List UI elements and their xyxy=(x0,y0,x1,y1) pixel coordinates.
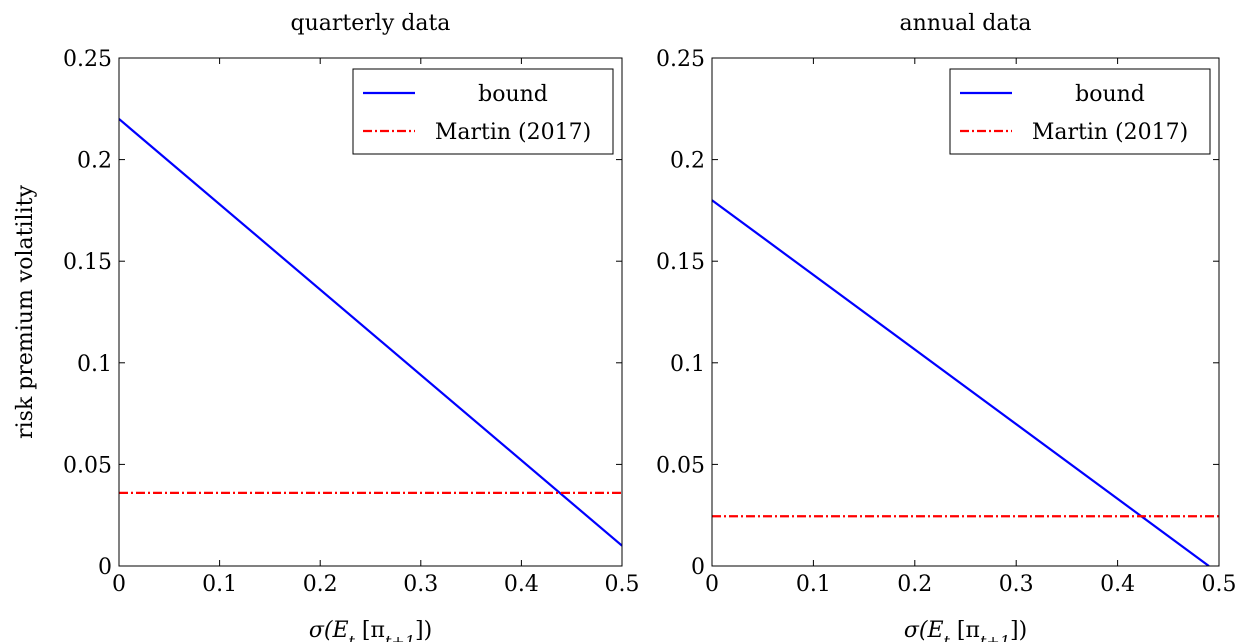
x-tick-label: 0.5 xyxy=(1202,572,1237,597)
legend: bound Martin (2017) xyxy=(949,68,1211,155)
x-tick-label: 0.1 xyxy=(202,572,237,597)
x-tick-label: 0 xyxy=(112,572,126,597)
axes-frame xyxy=(711,57,1220,567)
y-tick-label: 0.1 xyxy=(670,352,705,377)
x-tick-label: 0.2 xyxy=(897,572,932,597)
legend-label: bound xyxy=(478,82,548,107)
x-tick-label: 0.2 xyxy=(303,572,338,597)
legend-label: Martin (2017) xyxy=(1032,120,1188,145)
y-tick-label: 0.2 xyxy=(77,149,112,174)
y-tick-label: 0.25 xyxy=(63,47,112,72)
chart-title: annual data xyxy=(900,11,1032,36)
series-line-bound xyxy=(119,118,622,547)
y-axis-label: risk premium volatility xyxy=(13,185,38,439)
y-tick-label: 0.05 xyxy=(63,453,112,478)
legend-label: bound xyxy=(1075,82,1145,107)
x-tick-label: 0.5 xyxy=(605,572,640,597)
x-axis-label: σ(Et [πt+1]) xyxy=(904,618,1027,642)
y-tick-label: 0.05 xyxy=(656,453,705,478)
x-tick-label: 0.3 xyxy=(999,572,1034,597)
y-tick-label: 0.25 xyxy=(656,47,705,72)
chart-title: quarterly data xyxy=(291,11,451,36)
chart-panel-1: quarterly data 0 0.1 0.2 0.3 0.4 0.5 0 0.05 0.1 0.… xyxy=(13,11,640,642)
legend: bound Martin (2017) xyxy=(352,68,614,155)
x-tick-label: 0.3 xyxy=(403,572,438,597)
y-tick-label: 0.15 xyxy=(63,250,112,275)
legend-box xyxy=(352,68,614,155)
y-tick-label: 0.1 xyxy=(77,352,112,377)
legend-label: Martin (2017) xyxy=(435,120,591,145)
x-tick-label: 0 xyxy=(705,572,719,597)
y-tick-label: 0.15 xyxy=(656,250,705,275)
y-tick-label: 0.2 xyxy=(670,149,705,174)
x-tick-label: 0.4 xyxy=(504,572,539,597)
x-tick-label: 0.1 xyxy=(796,572,831,597)
y-tick-label: 0 xyxy=(691,555,705,580)
y-tick-label: 0 xyxy=(98,555,112,580)
x-tick-label: 0.4 xyxy=(1100,572,1135,597)
legend-box xyxy=(949,68,1211,155)
series-line-bound xyxy=(712,199,1210,566)
axes-frame xyxy=(118,57,623,567)
chart-panel-2: annual data 0 0.1 0.2 0.3 0.4 0.5 0 0.05 0.1 0.15 0… xyxy=(656,11,1236,642)
x-axis-label: σ(Et [πt+1]) xyxy=(309,618,432,642)
